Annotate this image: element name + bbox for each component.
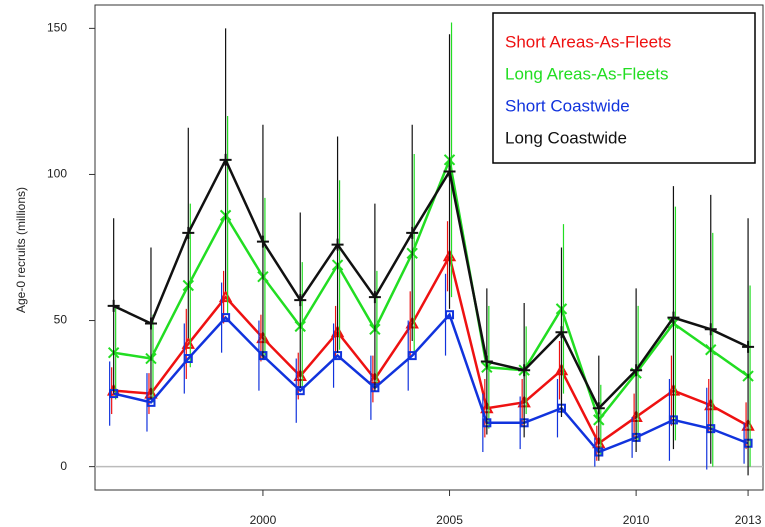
marker <box>518 364 531 377</box>
marker <box>630 364 643 377</box>
marker <box>555 326 568 339</box>
marker <box>742 340 755 353</box>
y-tick-label: 150 <box>47 21 67 35</box>
series-line <box>113 312 749 454</box>
marker <box>219 153 232 166</box>
marker <box>480 355 493 368</box>
legend-text: Short Coastwide <box>505 96 630 115</box>
y-axis-label: Age-0 recruits (millions) <box>14 187 28 313</box>
legend-text: Long Coastwide <box>505 128 627 147</box>
y-tick-label: 100 <box>47 167 67 181</box>
y-tick-label: 0 <box>60 459 67 473</box>
marker <box>368 291 381 304</box>
marker <box>221 313 231 323</box>
x-tick-label: 2000 <box>250 513 277 527</box>
marker <box>183 354 193 364</box>
marker <box>331 238 344 251</box>
marker <box>256 235 269 248</box>
marker <box>704 323 717 336</box>
series-line <box>113 252 749 446</box>
marker <box>445 310 455 320</box>
marker <box>407 351 417 361</box>
marker <box>107 299 120 312</box>
series-line <box>113 155 749 423</box>
marker <box>443 165 456 178</box>
marker <box>406 226 419 239</box>
marker <box>294 294 307 307</box>
x-tick-label: 2013 <box>735 513 762 527</box>
x-tick-label: 2005 <box>436 513 463 527</box>
series-line <box>113 156 749 411</box>
marker <box>592 402 605 415</box>
legend-box <box>492 12 756 164</box>
plot-frame <box>94 4 764 491</box>
marker <box>144 317 157 330</box>
x-tick-label: 2010 <box>623 513 650 527</box>
marker <box>667 311 680 324</box>
legend-text: Short Areas-As-Fleets <box>505 32 671 51</box>
legend-text: Long Areas-As-Fleets <box>505 64 668 83</box>
marker <box>182 226 195 239</box>
y-tick-label: 50 <box>54 313 68 327</box>
